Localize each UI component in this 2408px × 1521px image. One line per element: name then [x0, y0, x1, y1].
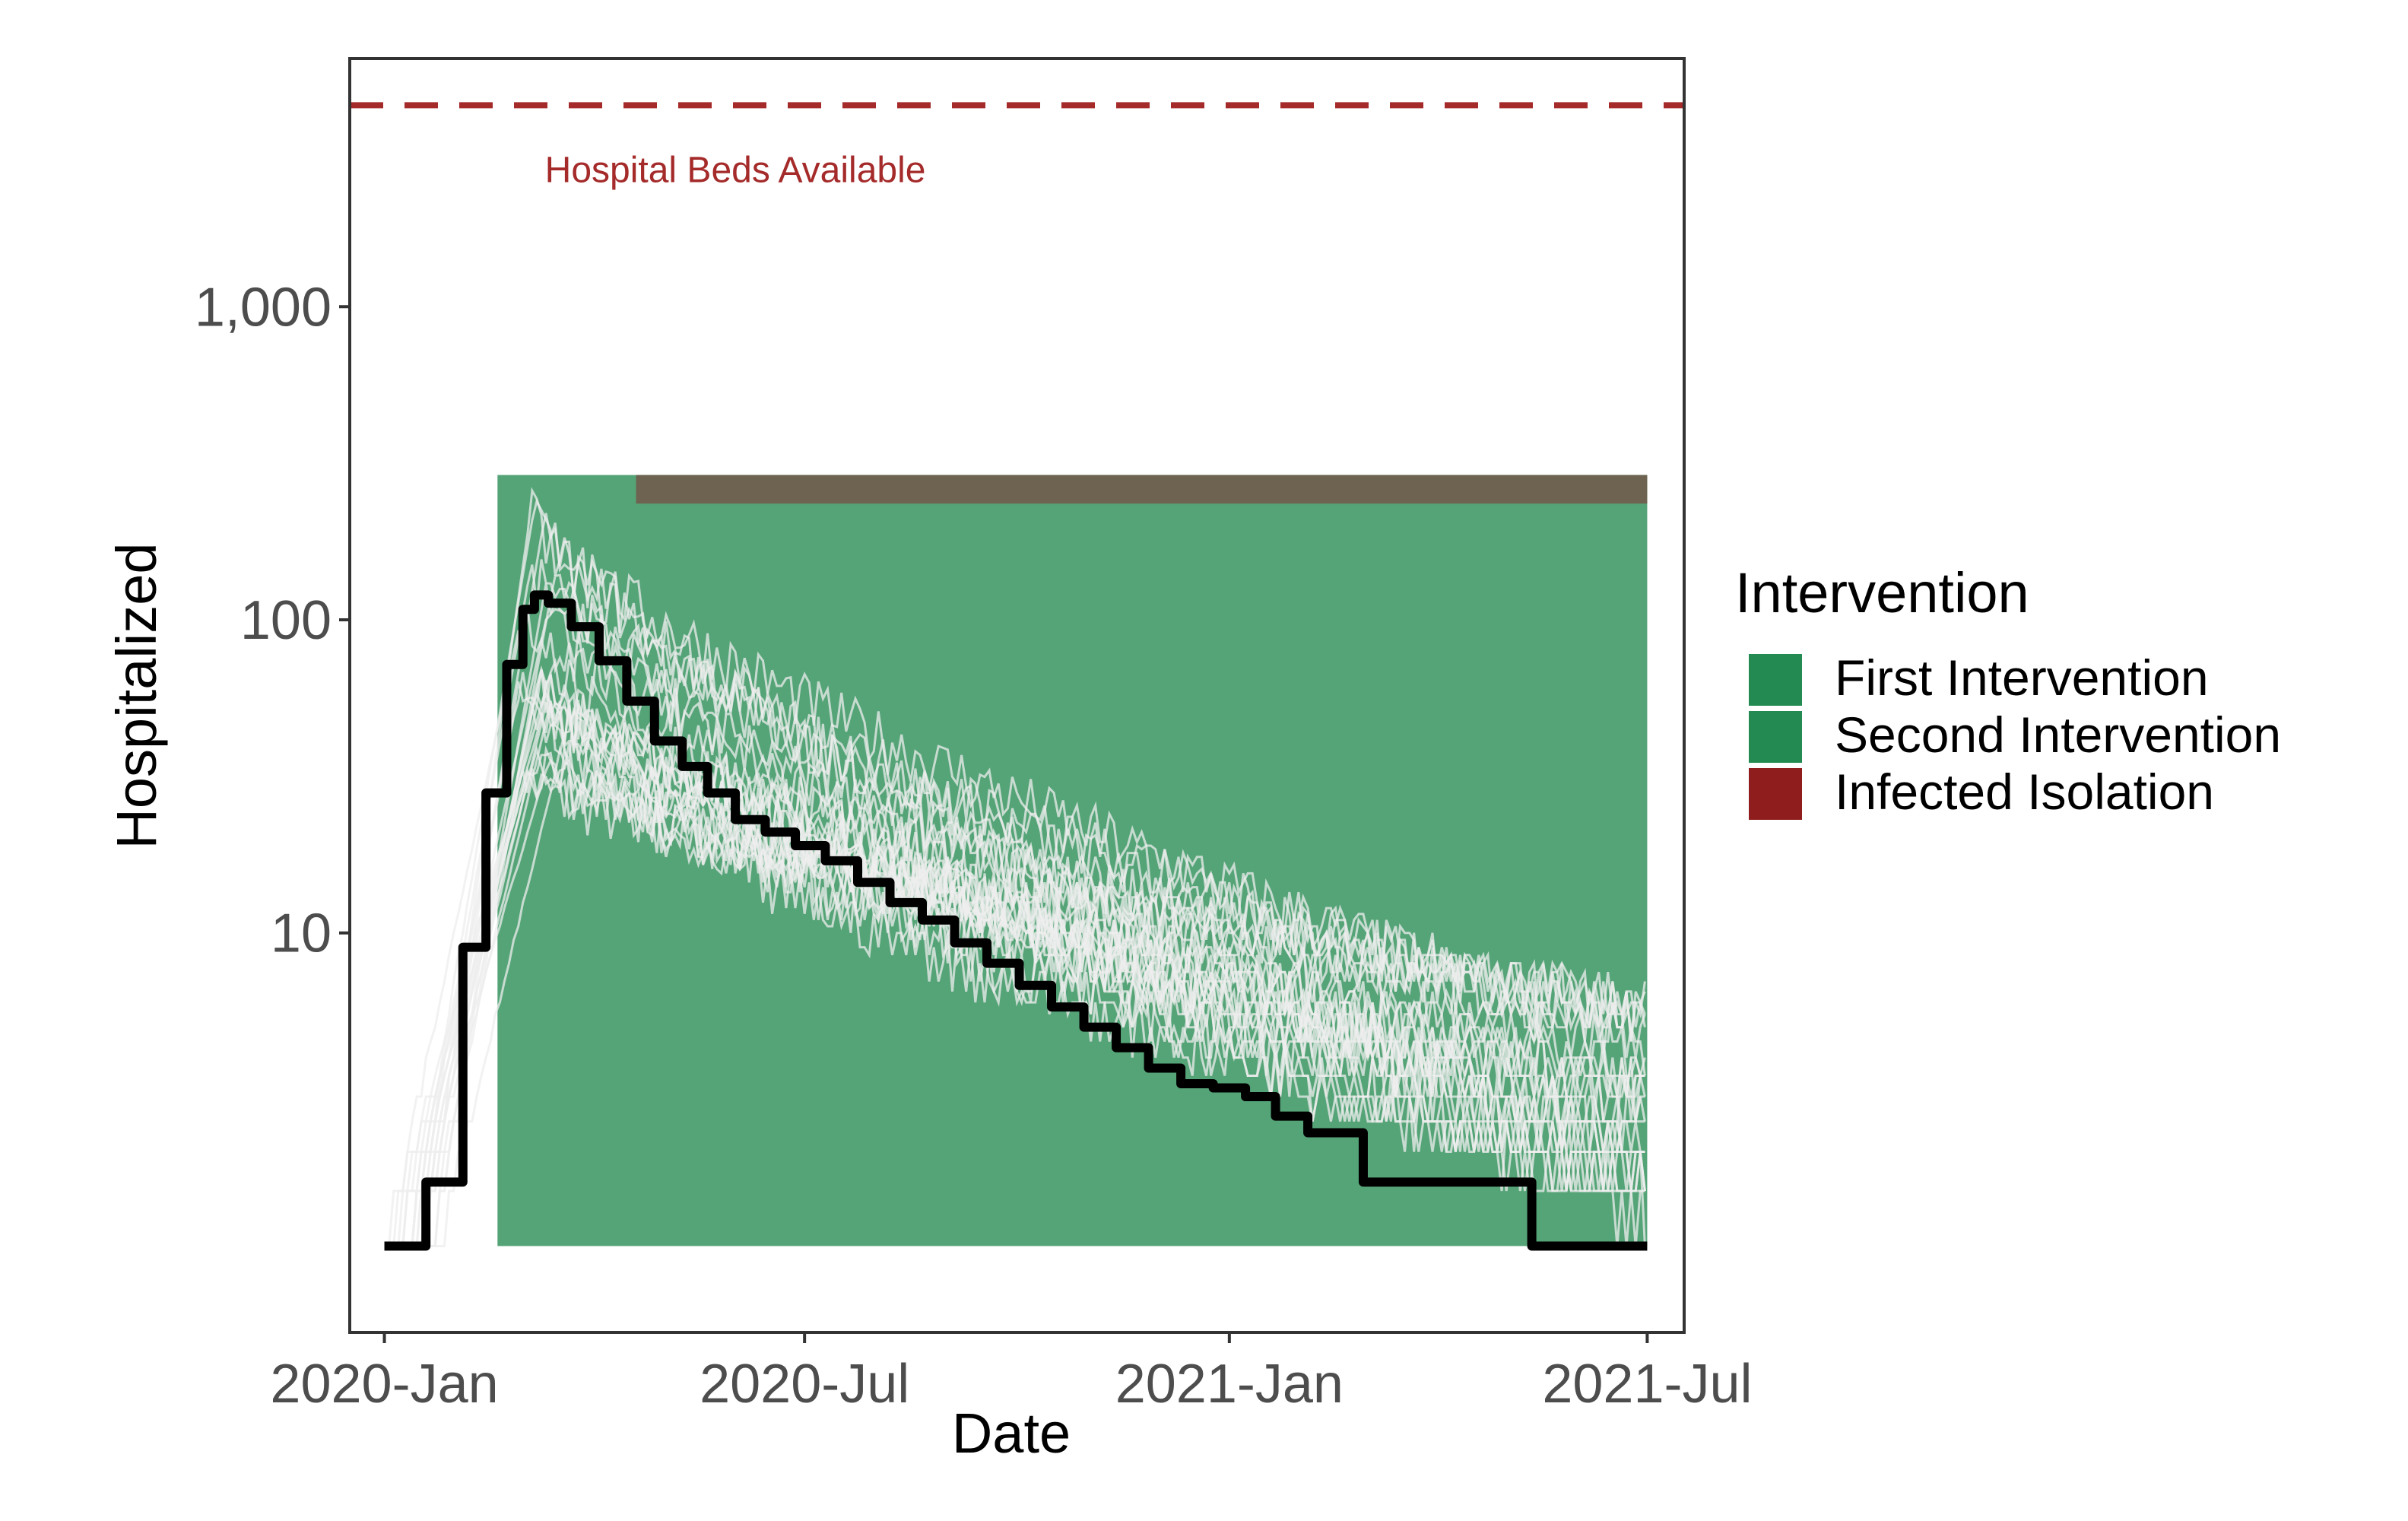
- simulation-line-24: [384, 680, 1646, 1247]
- x-tick-label: 2020-Jul: [700, 1354, 909, 1415]
- plot-border: [348, 57, 1686, 1334]
- simulation-line-19: [384, 606, 1646, 1247]
- legend-swatch-1: [1749, 654, 1802, 706]
- intervention-band-2: [636, 475, 1648, 504]
- y-tick-label: 1,000: [195, 277, 332, 338]
- legend-swatch-2: [1749, 711, 1802, 763]
- simulation-line-22: [384, 748, 1645, 1247]
- x-tick-label: 2020-Jan: [270, 1354, 498, 1415]
- x-tick-label: 2021-Jul: [1542, 1354, 1752, 1415]
- hospital-beds-label: Hospital Beds Available: [545, 150, 926, 190]
- median-line: [384, 590, 1648, 1251]
- simulation-line-21: [384, 559, 1646, 1247]
- legend-title: Intervention: [1735, 561, 2029, 624]
- plot-area: Hospital Beds Available: [350, 102, 1684, 1251]
- y-tick-label: 100: [240, 590, 332, 651]
- y-tick-label: 10: [271, 903, 332, 964]
- simulation-line-5: [384, 681, 1645, 1247]
- axes: 10 100 1,000 2020-Jan 2020-Jul 2021-Jan 2021-J…: [195, 57, 1753, 1415]
- simulation-line-20: [384, 688, 1645, 1247]
- x-axis-title: Date: [952, 1402, 1071, 1465]
- legend-label-1: First Intervention: [1835, 649, 2209, 706]
- legend-swatch-3: [1749, 768, 1802, 820]
- y-axis-title: Hospitalized: [105, 542, 168, 849]
- x-tick-label: 2021-Jan: [1115, 1354, 1344, 1415]
- simulation-line-23: [384, 657, 1646, 1247]
- simulation-line-9: [384, 583, 1645, 1247]
- simulation-line-15: [384, 751, 1646, 1247]
- legend-label-3: Infected Isolation: [1835, 764, 2214, 820]
- legend-label-2: Second Intervention: [1835, 707, 2281, 763]
